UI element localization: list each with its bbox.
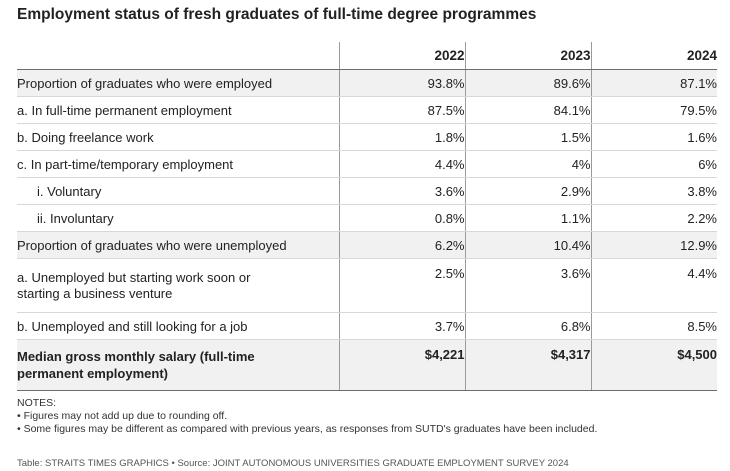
table-row-involuntary: ii. Involuntary 0.8% 1.1% 2.2%: [17, 204, 717, 232]
cell-value: $4,317: [464, 339, 591, 391]
cell-value: 1.8%: [338, 123, 465, 151]
table-row-median-salary: Median gross monthly salary (full-time p…: [17, 339, 717, 391]
source-credit: Table: STRAITS TIMES GRAPHICS • Source: …: [17, 458, 569, 469]
cell-value: 84.1%: [464, 96, 591, 124]
note-item: • Figures may not add up due to rounding…: [17, 410, 228, 422]
table-row-looking: b. Unemployed and still looking for a jo…: [17, 312, 717, 340]
cell-value: 93.8%: [338, 69, 465, 97]
row-label: b. Doing freelance work: [17, 123, 339, 151]
table-title: Employment status of fresh graduates of …: [17, 6, 537, 23]
header-row: 2022 2023 2024: [17, 42, 717, 70]
column-header-2023: 2023: [464, 42, 591, 70]
row-label: a. Unemployed but starting work soon or …: [17, 258, 339, 313]
cell-value: 2.5%: [338, 258, 465, 313]
cell-value: 1.6%: [590, 123, 717, 151]
cell-value: $4,221: [338, 339, 465, 391]
cell-value: $4,500: [590, 339, 717, 391]
cell-value: 1.5%: [464, 123, 591, 151]
cell-value: 0.8%: [338, 204, 465, 232]
table-row-starting-soon: a. Unemployed but starting work soon or …: [17, 258, 717, 313]
row-label: Proportion of graduates who were unemplo…: [17, 231, 339, 259]
note-item: • Some figures may be different as compa…: [17, 423, 598, 435]
notes-heading: NOTES:: [17, 397, 57, 409]
cell-value: 6.2%: [338, 231, 465, 259]
cell-value: 2.9%: [464, 177, 591, 205]
cell-value: 10.4%: [464, 231, 591, 259]
cell-value: 89.6%: [464, 69, 591, 97]
table-row-part-time: c. In part-time/temporary employment 4.4…: [17, 150, 717, 178]
cell-value: 3.8%: [590, 177, 717, 205]
cell-value: 4.4%: [338, 150, 465, 178]
row-label: Median gross monthly salary (full-time p…: [17, 339, 339, 391]
cell-value: 3.6%: [464, 258, 591, 313]
employment-table: 2022 2023 2024 Proportion of graduates w…: [17, 42, 717, 391]
column-header-2022: 2022: [338, 42, 465, 70]
cell-value: 12.9%: [590, 231, 717, 259]
cell-value: 87.1%: [590, 69, 717, 97]
cell-value: 3.6%: [338, 177, 465, 205]
header-label-cell: [17, 42, 339, 70]
table-row-freelance: b. Doing freelance work 1.8% 1.5% 1.6%: [17, 123, 717, 151]
row-label-line: starting a business venture: [17, 285, 173, 301]
row-label: Proportion of graduates who were employe…: [17, 69, 339, 97]
notes: NOTES: • Figures may not add up due to r…: [17, 397, 597, 436]
cell-value: 3.7%: [338, 312, 465, 340]
table-row-full-time: a. In full-time permanent employment 87.…: [17, 96, 717, 124]
table-row-voluntary: i. Voluntary 3.6% 2.9% 3.8%: [17, 177, 717, 205]
row-label: i. Voluntary: [17, 177, 339, 205]
cell-value: 1.1%: [464, 204, 591, 232]
row-label: c. In part-time/temporary employment: [17, 150, 339, 178]
cell-value: 4.4%: [590, 258, 717, 313]
table-row-employed: Proportion of graduates who were employe…: [17, 69, 717, 97]
cell-value: 6%: [590, 150, 717, 178]
cell-value: 6.8%: [464, 312, 591, 340]
cell-value: 87.5%: [338, 96, 465, 124]
cell-value: 2.2%: [590, 204, 717, 232]
row-label: a. In full-time permanent employment: [17, 96, 339, 124]
row-label: ii. Involuntary: [17, 204, 339, 232]
row-label: b. Unemployed and still looking for a jo…: [17, 312, 339, 340]
cell-value: 4%: [464, 150, 591, 178]
cell-value: 8.5%: [590, 312, 717, 340]
row-label-line: permanent employment): [17, 366, 168, 381]
column-header-2024: 2024: [590, 42, 717, 70]
row-label-line: a. Unemployed but starting work soon or: [17, 269, 251, 285]
cell-value: 79.5%: [590, 96, 717, 124]
row-label-line: Median gross monthly salary (full-time: [17, 349, 255, 364]
table-row-unemployed: Proportion of graduates who were unemplo…: [17, 231, 717, 259]
